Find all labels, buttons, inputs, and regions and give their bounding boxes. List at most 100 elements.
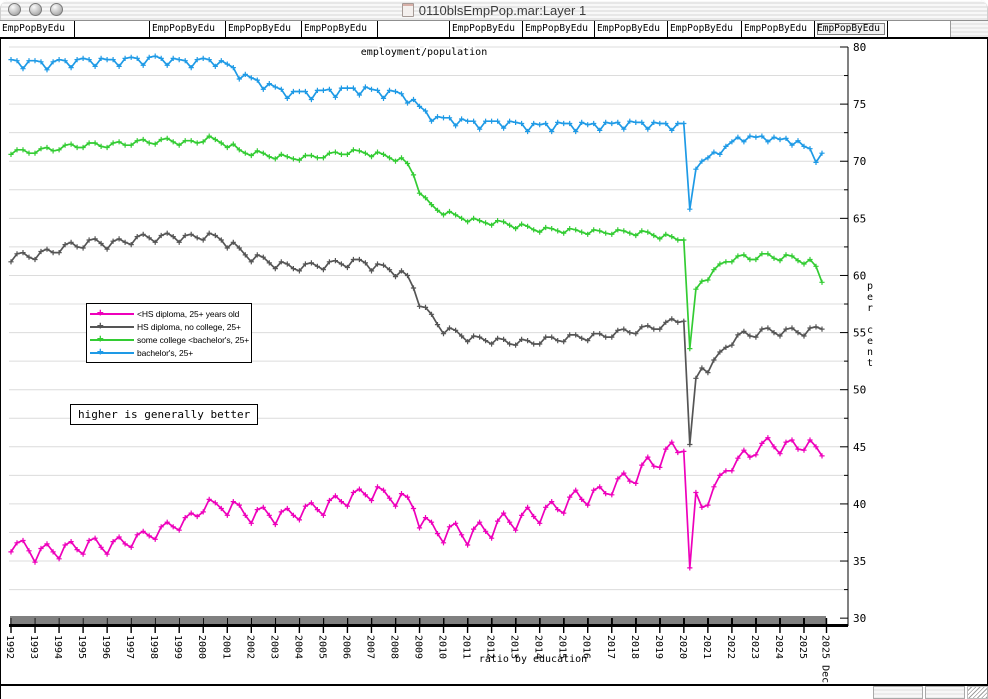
tab-emppopbyedu-7[interactable]: EmpPopByEdu	[595, 21, 668, 37]
tab-emppopbyedu-2[interactable]: EmpPopByEdu	[150, 21, 226, 37]
tab-empty-1	[75, 21, 150, 37]
zoom-button[interactable]	[50, 3, 63, 16]
tab-emppopbyedu-1[interactable]: EmpPopByEdu	[0, 21, 75, 37]
data-series	[8, 53, 825, 571]
tab-emppopbyedu-3[interactable]: EmpPopByEdu	[226, 21, 302, 37]
y-tick-label: 75	[853, 98, 866, 111]
x-tick-label: 2009	[413, 635, 424, 659]
y-tick-label: 30	[853, 612, 866, 625]
tab-bar: EmpPopByEdu EmpPopByEdu EmpPopByEdu EmpP…	[0, 21, 988, 39]
tab-emppopbyedu-9[interactable]: EmpPopByEdu	[742, 21, 815, 37]
series-markers	[8, 53, 825, 212]
gridlines	[9, 46, 848, 591]
svg-text:n: n	[867, 347, 873, 358]
y-tick-label: 55	[853, 327, 866, 340]
chart-title: employment/population	[361, 47, 487, 58]
x-tick-label: 2025	[797, 635, 808, 659]
x-tick-label: 2015	[557, 635, 568, 659]
x-tick-label: 2018	[629, 635, 640, 659]
x-tick-label: 2006	[340, 635, 351, 659]
chart-canvas: 30 35 40 45 50 55 60 65 70 75 80 1992 1993 1994 1995 19…	[4, 41, 873, 683]
legend-item-lt-hs: + <HS diploma, 25+ years old	[90, 307, 249, 320]
tab-emppopbyedu-8[interactable]: EmpPopByEdu	[668, 21, 742, 37]
status-box-2	[925, 686, 965, 699]
x-tick-label: 1993	[28, 635, 39, 659]
x-tick-label: 2003	[268, 635, 279, 659]
y-tick-label: 80	[853, 41, 866, 54]
x-tick-label: 2013	[509, 635, 520, 659]
svg-text:e: e	[867, 336, 873, 347]
tab-emppopbyedu-6[interactable]: EmpPopByEdu	[523, 21, 595, 37]
x-tick-label: 2019	[653, 635, 664, 659]
legend-item-some-college: + some college <bachelor's, 25+	[90, 333, 249, 346]
x-tick-label: 2022	[725, 635, 736, 659]
x-tick-label: 2010	[437, 635, 448, 659]
bottom-bar	[0, 686, 988, 699]
chart-legend: + <HS diploma, 25+ years old + HS diplom…	[86, 303, 252, 363]
series-line	[10, 436, 823, 568]
svg-text:r: r	[867, 303, 873, 314]
legend-label: bachelor's, 25+	[137, 347, 194, 358]
resize-grip-icon[interactable]	[967, 686, 988, 699]
tab-emppopbyedu-5[interactable]: EmpPopByEdu	[450, 21, 523, 37]
legend-swatch-blue: +	[90, 346, 134, 358]
x-tick-label: 2017	[605, 635, 616, 659]
window-title: 0110blsEmpPop.mar:Layer 1	[418, 2, 587, 18]
y-tick-label: 70	[853, 155, 866, 168]
series-line	[10, 232, 823, 445]
y-tick-label: 60	[853, 269, 866, 282]
legend-swatch-magenta: +	[90, 307, 134, 319]
x-tick-label: 2011	[461, 635, 472, 659]
x-axis-label: ratio by education	[479, 654, 587, 665]
legend-label: some college <bachelor's, 25+	[137, 334, 250, 345]
x-tick-label: 2001	[220, 635, 231, 659]
axes: 30 35 40 45 50 55 60 65 70 75 80 1992 1993 1994 1995 19…	[4, 41, 866, 683]
x-tick-label: 2005	[316, 635, 327, 659]
x-tick-label: 1992	[4, 635, 15, 659]
x-tick-label: 1996	[100, 635, 111, 659]
title-bar[interactable]: 0110blsEmpPop.mar:Layer 1	[0, 0, 988, 21]
legend-swatch-gray: +	[90, 320, 134, 332]
x-tick-label: 2021	[701, 635, 712, 659]
svg-text:c: c	[867, 325, 873, 336]
svg-text:e: e	[867, 292, 873, 303]
legend-item-hs: + HS diploma, no college, 25+	[90, 320, 249, 333]
series-markers	[8, 133, 825, 352]
x-tick-label: 1994	[52, 635, 63, 659]
minimize-button[interactable]	[29, 3, 42, 16]
x-tick-label: 2004	[292, 635, 303, 659]
x-tick-label: 2016	[581, 635, 592, 659]
tab-emppopbyedu-4[interactable]: EmpPopByEdu	[302, 21, 378, 37]
x-tick-label: 1995	[76, 635, 87, 659]
x-tick-label: 1999	[172, 635, 183, 659]
x-tick-label: 2000	[196, 635, 207, 659]
y-tick-label: 35	[853, 555, 866, 568]
series-markers	[8, 435, 825, 571]
chart-area: 30 35 40 45 50 55 60 65 70 75 80 1992 1993 1994 1995 19…	[0, 39, 988, 686]
x-tick-label: 2007	[364, 635, 375, 659]
y-tick-label: 45	[853, 441, 866, 454]
document-proxy-icon[interactable]	[401, 3, 414, 17]
x-tick-label: 1998	[148, 635, 159, 659]
series-line	[10, 55, 823, 210]
legend-item-bachelors: + bachelor's, 25+	[90, 346, 249, 359]
tabbar-corner-box	[950, 21, 988, 37]
annotation-box: higher is generally better	[70, 404, 259, 425]
x-tick-label: 2025 Dec	[820, 635, 831, 683]
x-tick-label: 2020	[677, 635, 688, 659]
x-tick-label: 2012	[485, 635, 496, 659]
y-tick-label: 65	[853, 212, 866, 225]
legend-label: HS diploma, no college, 25+	[137, 321, 241, 332]
x-tick-label: 2024	[773, 635, 784, 659]
x-tick-label: 2008	[388, 635, 399, 659]
window-controls	[8, 3, 63, 16]
x-tick-label: 1997	[124, 635, 135, 659]
svg-text:t: t	[867, 358, 873, 369]
tab-emppopbyedu-selected[interactable]: EmpPopByEdu	[815, 21, 888, 37]
y-tick-label: 50	[853, 384, 866, 397]
x-tick-label: 2014	[533, 635, 544, 659]
status-box-1	[873, 686, 923, 699]
tab-empty-2	[378, 21, 450, 37]
close-button[interactable]	[8, 3, 21, 16]
